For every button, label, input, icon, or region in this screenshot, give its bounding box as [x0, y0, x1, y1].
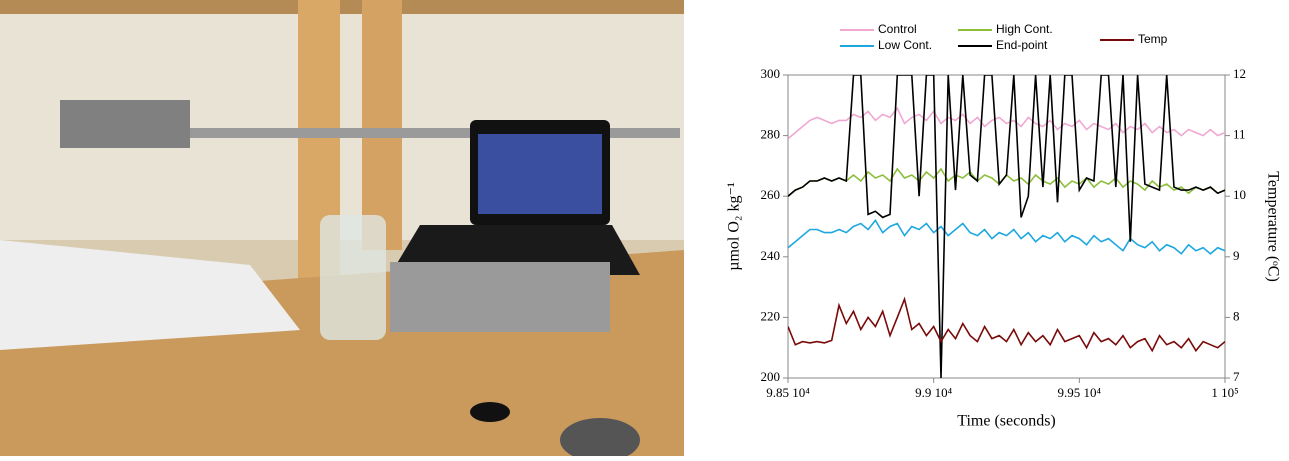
y2-axis-label: Temperature (ᵒC)	[1264, 171, 1281, 282]
y2-tick-label: 9	[1233, 248, 1240, 263]
y-tick-label: 220	[761, 308, 781, 323]
y-tick-label: 280	[761, 127, 781, 142]
series-line	[788, 219, 1225, 255]
y-tick-label: 200	[761, 369, 781, 384]
y2-tick-label: 8	[1233, 308, 1240, 323]
y-tick-label: 300	[761, 66, 781, 81]
y-tick-label: 240	[761, 248, 781, 263]
x-tick-label: 9.9 10⁴	[915, 385, 953, 400]
x-tick-label: 9.95 10⁴	[1058, 385, 1102, 400]
y2-tick-label: 7	[1233, 369, 1240, 384]
x-tick-label: 1 10⁵	[1211, 385, 1238, 400]
x-axis-label: Time (seconds)	[957, 413, 1056, 430]
x-tick-label: 9.85 10⁴	[766, 385, 810, 400]
series-line	[788, 75, 1225, 378]
y-axis-label: µmol O₂ kg⁻¹	[726, 182, 743, 271]
legend-label: Low Cont.	[878, 38, 932, 52]
y2-tick-label: 10	[1233, 187, 1246, 202]
legend-label: High Cont.	[996, 22, 1053, 36]
series-line	[788, 296, 1225, 353]
plot-frame	[787, 74, 1226, 379]
y2-tick-label: 11	[1233, 127, 1246, 142]
series-line	[788, 106, 1225, 140]
y2-tick-label: 12	[1233, 66, 1246, 81]
y-tick-label: 260	[761, 187, 781, 202]
legend-label: Control	[878, 22, 917, 36]
legend-label: Temp	[1138, 32, 1168, 46]
legend-label: End-point	[996, 38, 1048, 52]
plot-lines	[788, 75, 1225, 378]
photo	[0, 0, 684, 461]
